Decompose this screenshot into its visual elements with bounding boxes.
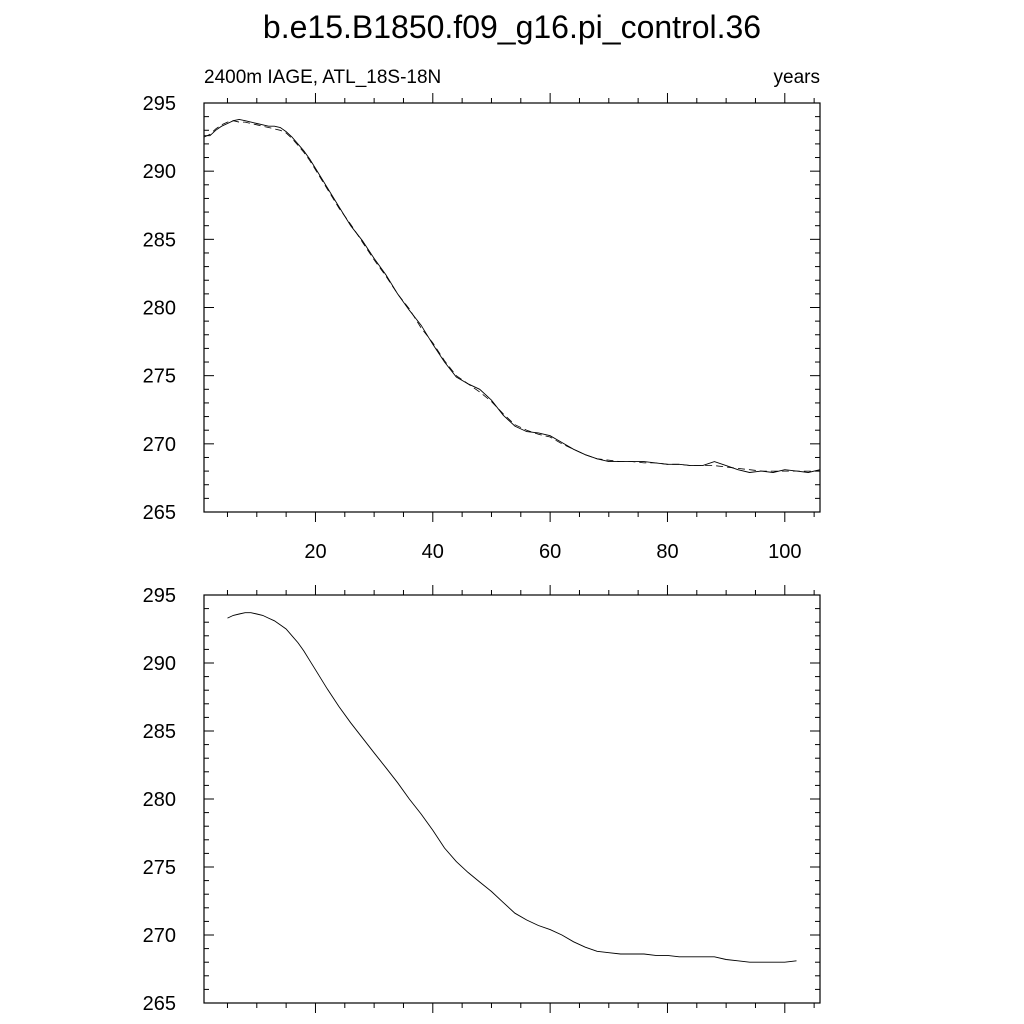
top-right-label: years: [774, 67, 820, 88]
bottom-panel: 265 270 275 280 285 290 295: [143, 585, 821, 1015]
y-tick-label: 280: [143, 789, 176, 811]
y-tick-label: 290: [143, 653, 176, 675]
y-tick-label: 285: [143, 721, 176, 743]
plot-frame: [203, 102, 821, 513]
x-tick-label: 40: [422, 541, 444, 563]
y-tick-label: 270: [143, 925, 176, 947]
y-tick-label: 265: [143, 502, 176, 524]
x-tick-label: 20: [304, 541, 326, 563]
y-tick-label: 280: [143, 298, 176, 320]
y-tick-label: 290: [143, 161, 176, 183]
chart-title: b.e15.B1850.f09_g16.pi_control.36: [263, 9, 761, 45]
y-tick-label: 270: [143, 434, 176, 456]
plot-frame: [203, 594, 821, 1004]
y-tick-label: 295: [143, 93, 176, 115]
x-tick-label: 100: [768, 541, 801, 563]
y-tick-label: 285: [143, 229, 176, 251]
top-left-label: 2400m IAGE, ATL_18S-18N: [204, 67, 441, 88]
series-line-2: [203, 120, 820, 472]
top-panel: 265 270 275 280 285 290 295 20 40 60 80 100: [143, 93, 821, 563]
series-line-1: [204, 118, 821, 473]
y-tick-label: 265: [143, 993, 176, 1015]
series-line-1: [227, 612, 797, 963]
y-tick-label: 295: [143, 585, 176, 607]
y-tick-label: 275: [143, 366, 176, 388]
x-tick-label: 80: [656, 541, 678, 563]
y-tick-label: 275: [143, 857, 176, 879]
x-tick-label: 60: [539, 541, 561, 563]
